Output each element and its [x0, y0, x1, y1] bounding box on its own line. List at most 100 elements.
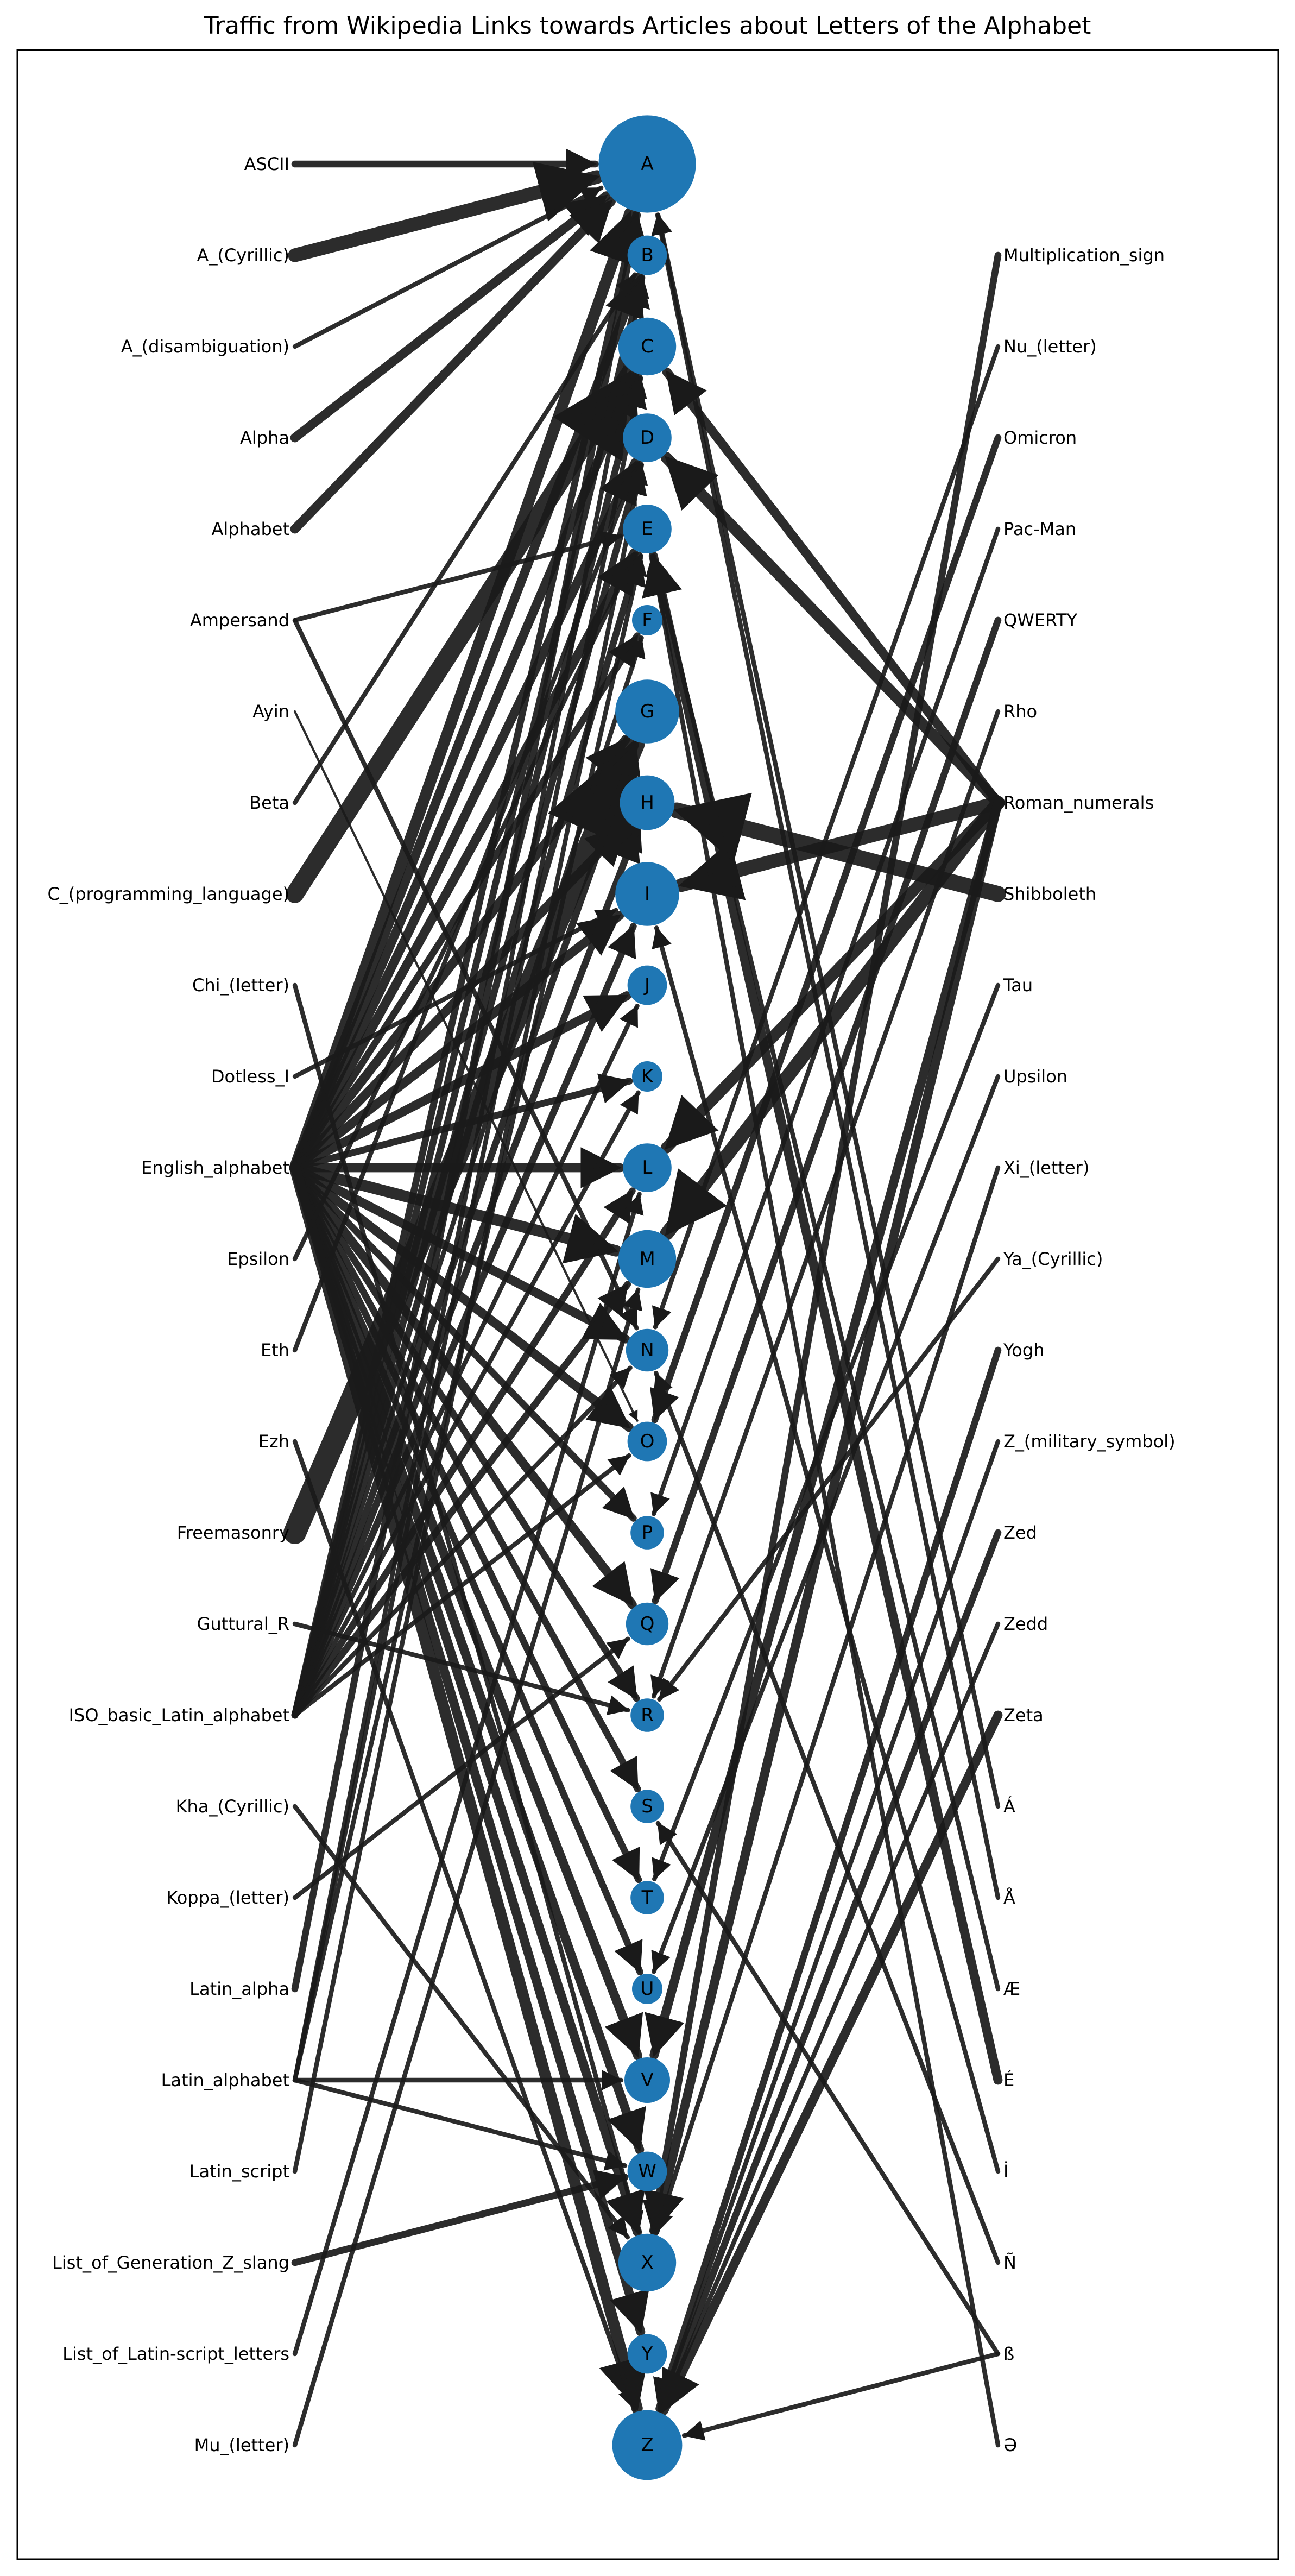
edge-latin-alpha-to-a: [291, 211, 647, 1993]
edge-english-alphabet-to-e: [290, 549, 639, 1173]
source-label-shibboleth: Shibboleth: [1003, 884, 1096, 904]
edge-english-alphabet-to-d: [290, 458, 640, 1173]
edge-alphabet-to-a: [290, 197, 616, 534]
edge-iso-basic-latin-alphabet-to-a: [291, 211, 645, 1719]
letter-label-l: L: [642, 1157, 653, 1179]
source-label-ampersand: Ampersand: [190, 610, 289, 631]
letter-node-c: [618, 317, 677, 376]
source-label-chi-letter: Chi_(letter): [192, 975, 289, 996]
letter-node-t: [630, 1881, 664, 1914]
source-label-yogh: Yogh: [1003, 1340, 1044, 1361]
letter-label-h: H: [640, 792, 654, 814]
source-label-x: Á: [1003, 1796, 1015, 1817]
edge-x-to-s: [655, 1821, 1001, 2357]
source-label-x: Å: [1003, 1887, 1015, 1908]
edge-kha-cyrillic-to-x: [292, 1804, 630, 2240]
source-label-eth: Eth: [261, 1340, 289, 1361]
letter-label-k: K: [641, 1066, 654, 1087]
label-layer: A B C D E F G H I J K L M N O P Q R S T U V W X Y Z ASCII A_(Cyrill…: [47, 153, 1175, 2456]
letter-node-f: [632, 605, 662, 635]
edge-roman-numerals-to-c: [662, 367, 1003, 808]
edge-roman-numerals-to-i: [674, 796, 1005, 900]
source-label-latin-alpha: Latin_alpha: [189, 1979, 289, 1999]
source-label-multiplication-sign: Multiplication_sign: [1003, 245, 1165, 266]
edge-roman-numerals-to-l: [660, 797, 1004, 1154]
source-label-z-military-symbol: Z_(military_symbol): [1003, 1431, 1176, 1452]
source-label-english-alphabet: English_alphabet: [141, 1157, 289, 1178]
edge-english-alphabet-to-u: [291, 1164, 643, 1976]
letter-label-i: I: [645, 883, 650, 905]
plot-frame: [16, 49, 1279, 2560]
source-label-upsilon: Upsilon: [1003, 1066, 1067, 1087]
letter-label-w: W: [638, 2161, 656, 2182]
source-label-rho: Rho: [1003, 701, 1037, 722]
edge-tau-to-t: [652, 982, 1001, 1881]
source-label-ezh: Ezh: [258, 1431, 289, 1452]
edge-iso-basic-latin-alphabet-to-n: [292, 1365, 633, 1718]
source-label-mu-letter: Mu_(letter): [194, 2435, 289, 2455]
source-label-zeta: Zeta: [1003, 1705, 1044, 1725]
letter-label-u: U: [641, 1978, 654, 2000]
letter-label-v: V: [641, 2069, 653, 2091]
letter-label-t: T: [641, 1887, 653, 1909]
letter-label-a: A: [641, 153, 653, 175]
letter-node-r: [630, 1698, 664, 1732]
letter-label-j: J: [643, 974, 650, 996]
source-label-guttural-r: Guttural_R: [197, 1614, 289, 1634]
edge-layer: [283, 148, 1006, 2448]
letter-node-i: [615, 862, 679, 926]
edge-a-cyrillic-to-a: [288, 162, 604, 262]
source-label-latin-script: Latin_script: [189, 2161, 289, 2182]
edge-list-of-generation-z-slang-to-w: [291, 2169, 629, 2266]
letter-node-d: [623, 413, 672, 462]
edge-koppa-letter-to-q: [292, 1636, 630, 1900]
letter-node-g: [615, 679, 679, 744]
edge-english-alphabet-to-r: [291, 1164, 640, 1702]
edge-zed-to-z: [657, 1529, 1002, 2413]
source-label-i: İ: [1003, 2161, 1008, 2182]
edge-x-to-e: [642, 551, 1003, 2085]
source-label-list-of-generation-z-slang: List_of_Generation_Z_slang: [52, 2252, 289, 2273]
source-label-xi-letter: Xi_(letter): [1003, 1157, 1089, 1178]
source-label-x: Ə: [1003, 2435, 1017, 2455]
letter-node-j: [627, 965, 667, 1005]
source-label-epsilon: Epsilon: [227, 1249, 289, 1269]
letter-label-g: G: [640, 701, 654, 722]
letter-label-n: N: [640, 1339, 654, 1361]
edge-english-alphabet-to-z: [289, 1162, 649, 2414]
letter-node-m: [618, 1230, 677, 1288]
edge-english-alphabet-to-t: [291, 1164, 642, 1884]
edge-english-alphabet-to-a: [289, 207, 639, 1174]
edge-xi-letter-to-x: [653, 1165, 1001, 2234]
edge-iso-basic-latin-alphabet-to-g: [291, 741, 641, 1719]
letter-label-p: P: [642, 1522, 653, 1544]
letter-node-y: [627, 2334, 667, 2374]
letter-node-n: [626, 1328, 669, 1372]
letter-label-x: X: [641, 2252, 653, 2273]
letter-label-s: S: [641, 1796, 653, 1817]
edge-ampersand-to-e: [292, 531, 623, 623]
letter-node-p: [630, 1516, 664, 1550]
source-label-ascii: ASCII: [244, 154, 289, 174]
edge-iso-basic-latin-alphabet-to-b: [291, 274, 650, 1719]
source-label-ya-cyrillic: Ya_(Cyrillic): [1003, 1249, 1103, 1269]
source-label-nu-letter: Nu_(letter): [1003, 336, 1097, 357]
letter-node-k: [632, 1061, 662, 1092]
letter-node-e: [623, 505, 672, 553]
edge-latin-script-to-d: [292, 462, 648, 2174]
edge-latin-alphabet-to-w: [292, 2077, 628, 2171]
source-label-ayin: Ayin: [252, 701, 289, 722]
edge-mu-letter-to-m: [292, 1287, 643, 2448]
source-label-beta: Beta: [249, 792, 289, 813]
source-label-x: É: [1003, 2070, 1014, 2090]
edge-english-alphabet-to-q: [290, 1163, 637, 1609]
letter-label-o: O: [640, 1431, 655, 1452]
source-label-alpha: Alpha: [240, 427, 289, 448]
source-label-kha-cyrillic: Kha_(Cyrillic): [176, 1796, 289, 1817]
source-label-iso-basic-latin-alphabet: ISO_basic_Latin_alphabet: [69, 1705, 289, 1725]
letter-label-b: B: [641, 244, 653, 266]
letter-label-q: Q: [640, 1613, 655, 1635]
edge-a-disambiguation-to-a: [292, 185, 604, 349]
source-label-tau: Tau: [1003, 975, 1033, 996]
letter-label-y: Y: [641, 2343, 653, 2365]
